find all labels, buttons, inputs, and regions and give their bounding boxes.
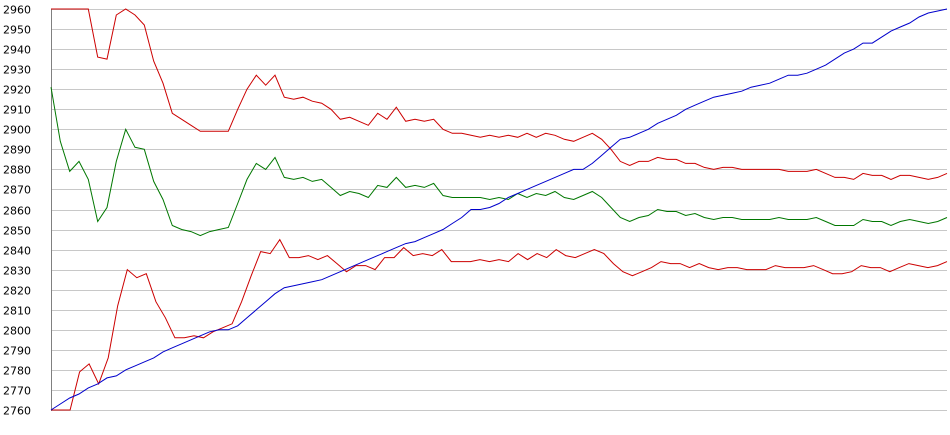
y-tick-label: 2900 xyxy=(3,124,31,137)
series-lines xyxy=(50,8,948,411)
y-tick-label: 2920 xyxy=(3,84,31,97)
y-tick-label: 2830 xyxy=(3,265,31,278)
y-tick-label: 2760 xyxy=(3,405,31,418)
y-tick-label: 2930 xyxy=(3,64,31,77)
y-tick-label: 2960 xyxy=(3,4,31,17)
y-tick-label: 2860 xyxy=(3,205,31,218)
gridlines xyxy=(51,9,947,411)
y-tick-label: 2890 xyxy=(3,144,31,157)
y-tick-label: 2780 xyxy=(3,365,31,378)
series-line-3 xyxy=(51,238,948,411)
y-tick-label: 2810 xyxy=(3,305,31,318)
y-tick-label: 2940 xyxy=(3,44,31,57)
y-tick-label: 2950 xyxy=(3,24,31,37)
series-line-4 xyxy=(50,8,948,411)
y-tick-label: 2790 xyxy=(3,345,31,358)
y-tick-label: 2850 xyxy=(3,225,31,238)
y-tick-label: 2770 xyxy=(3,385,31,398)
series-line-1 xyxy=(51,8,948,180)
y-tick-label: 2800 xyxy=(3,325,31,338)
y-tick-label: 2880 xyxy=(3,164,31,177)
y-axis-tick-labels: 2760 2770 2780 2790 2800 2810 2820 2830 2840 2850… xyxy=(3,4,31,418)
y-tick-label: 2820 xyxy=(3,285,31,298)
series-line-2 xyxy=(50,87,948,237)
y-tick-label: 2840 xyxy=(3,245,31,258)
y-tick-label: 2870 xyxy=(3,184,31,197)
y-tick-label: 2910 xyxy=(3,104,31,117)
